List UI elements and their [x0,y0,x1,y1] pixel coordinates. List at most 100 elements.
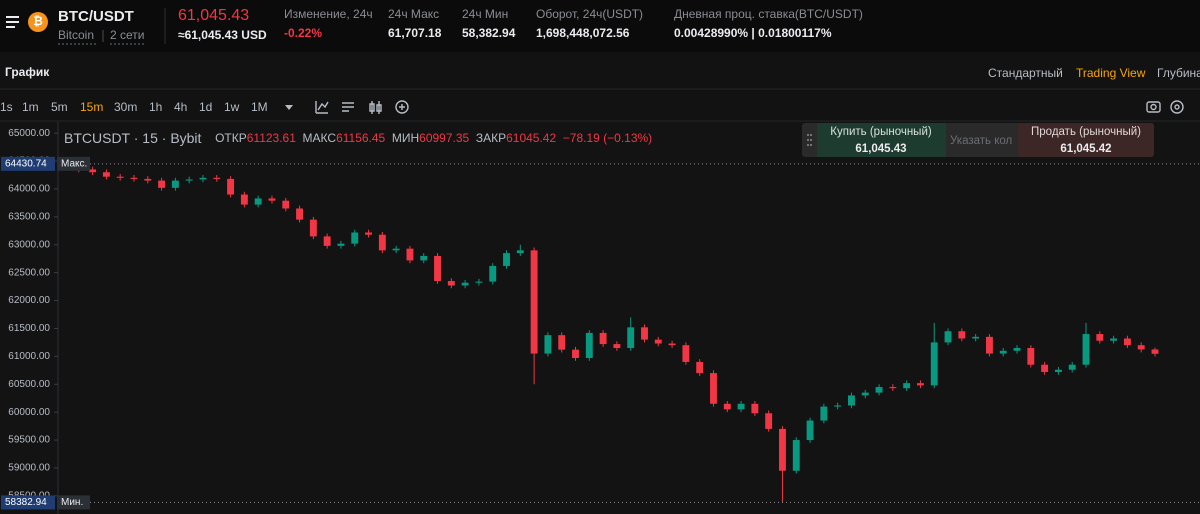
y-tick-label: 59500.00 [8,435,50,446]
price-badge [1,495,55,510]
view-tab[interactable]: Глубина [1157,66,1200,80]
add-icon[interactable] [395,100,409,114]
interval-button[interactable]: 15m [80,100,103,114]
candle-body [585,332,593,359]
settings-icon[interactable] [1170,100,1184,114]
price-badge-text: 58382.94 [5,497,47,508]
candle-body [875,387,883,393]
price-badge [1,156,55,171]
interval-button[interactable]: 1s [0,100,13,114]
candle-body [834,405,842,407]
candle-body [268,198,276,201]
stat-value: -0.22% [284,26,322,40]
buy-label[interactable]: Купить (рыночный) [830,126,932,138]
candle-body [1041,364,1049,372]
legend-label: ЗАКР [476,131,506,145]
candle-body [530,250,538,354]
view-tab[interactable]: Стандартный [988,66,1063,80]
last-price: 61,045.43 [178,7,249,24]
legend-value: 61123.61 [247,131,296,145]
legend-label: ОТКР [215,131,247,145]
drag-handle[interactable] [807,134,812,146]
networks[interactable]: 2 сети [110,28,144,42]
coin-name[interactable]: Bitcoin [58,28,94,42]
candle-body [199,177,207,180]
candle-body [240,194,248,205]
candle-body [144,178,152,181]
candle-body [654,339,662,344]
candle-body [558,335,566,350]
candle-body [1082,334,1090,365]
template-icon[interactable] [342,102,354,112]
indicator-icon[interactable] [315,101,329,114]
interval-button[interactable]: 1w [224,100,240,114]
candle-body [944,331,952,343]
interval-button[interactable]: 30m [114,100,137,114]
candle-body [999,350,1007,354]
interval-button[interactable]: 1h [149,100,162,114]
candle-body [185,179,193,181]
candle-body [392,248,400,251]
stat-value: 58,382.94 [462,26,516,40]
candle-body [737,403,745,410]
interval-button[interactable]: 4h [174,100,187,114]
header-bar [0,0,1200,52]
candle-body [572,349,579,359]
sell-label[interactable]: Продать (рыночный) [1031,126,1141,138]
interval-button[interactable]: 5m [51,100,68,114]
price-tag [57,156,90,171]
candle-body [848,395,855,406]
sell-price[interactable]: 61,045.42 [1060,143,1111,155]
interval-button[interactable]: 1d [199,100,212,114]
menu-icon[interactable] [6,16,19,28]
candle-body [1096,334,1104,341]
candle-body [434,255,441,282]
legend-value: 60997.35 [419,131,469,145]
qty-input[interactable]: Указать кол [950,135,1012,147]
y-tick-label: 59000.00 [8,463,50,474]
candle-body [544,335,552,354]
candle-body [889,387,897,389]
price-tag [57,495,90,510]
candle-body [447,281,455,286]
candle-body [765,413,773,429]
candle-body [1137,345,1145,350]
stat-label: Оборот, 24ч(USDT) [536,7,643,21]
stat-value: 61,707.18 [388,26,442,40]
interval-button[interactable]: 1m [22,100,39,114]
candle-body [227,178,235,195]
view-tab[interactable]: Trading View [1076,66,1146,80]
stat-label: Дневная проц. ставка(BTC/USDT) [674,7,863,21]
candle-body [378,234,386,251]
interval-button[interactable]: 1M [251,100,268,114]
chart-tab[interactable]: График [5,65,50,79]
buy-price[interactable]: 61,045.43 [855,143,906,155]
candle-body [489,265,497,282]
dropdown-arrow[interactable] [285,105,293,110]
buy-button[interactable] [817,123,946,157]
candle-icon[interactable] [369,101,382,114]
camera-icon[interactable] [1146,101,1161,113]
price-badge-text: 64430.74 [5,158,47,169]
candle-body [461,282,469,286]
stat-label: Изменение, 24ч [284,7,373,21]
candle-body [861,392,869,396]
chart-area [0,122,1200,514]
candle-body [309,219,317,237]
candle-body [1013,347,1021,351]
candle-body [516,250,524,254]
stat-value: 0.00428990% | 0.01800117% [674,26,832,40]
pair[interactable]: BTC/USDT [58,8,134,25]
candle-body [930,342,938,386]
sell-button[interactable] [1018,123,1154,157]
price-usd: ≈61,045.43 USD [178,28,267,42]
candle-body [1027,347,1035,365]
y-tick-label: 62500.00 [8,267,50,278]
candle-body [420,255,428,261]
candle-body [792,440,800,471]
candle-body [751,403,759,414]
candle-body [723,403,731,410]
candle-body [668,343,676,346]
y-tick-label: 63500.00 [8,212,50,223]
candle-body [696,361,704,374]
